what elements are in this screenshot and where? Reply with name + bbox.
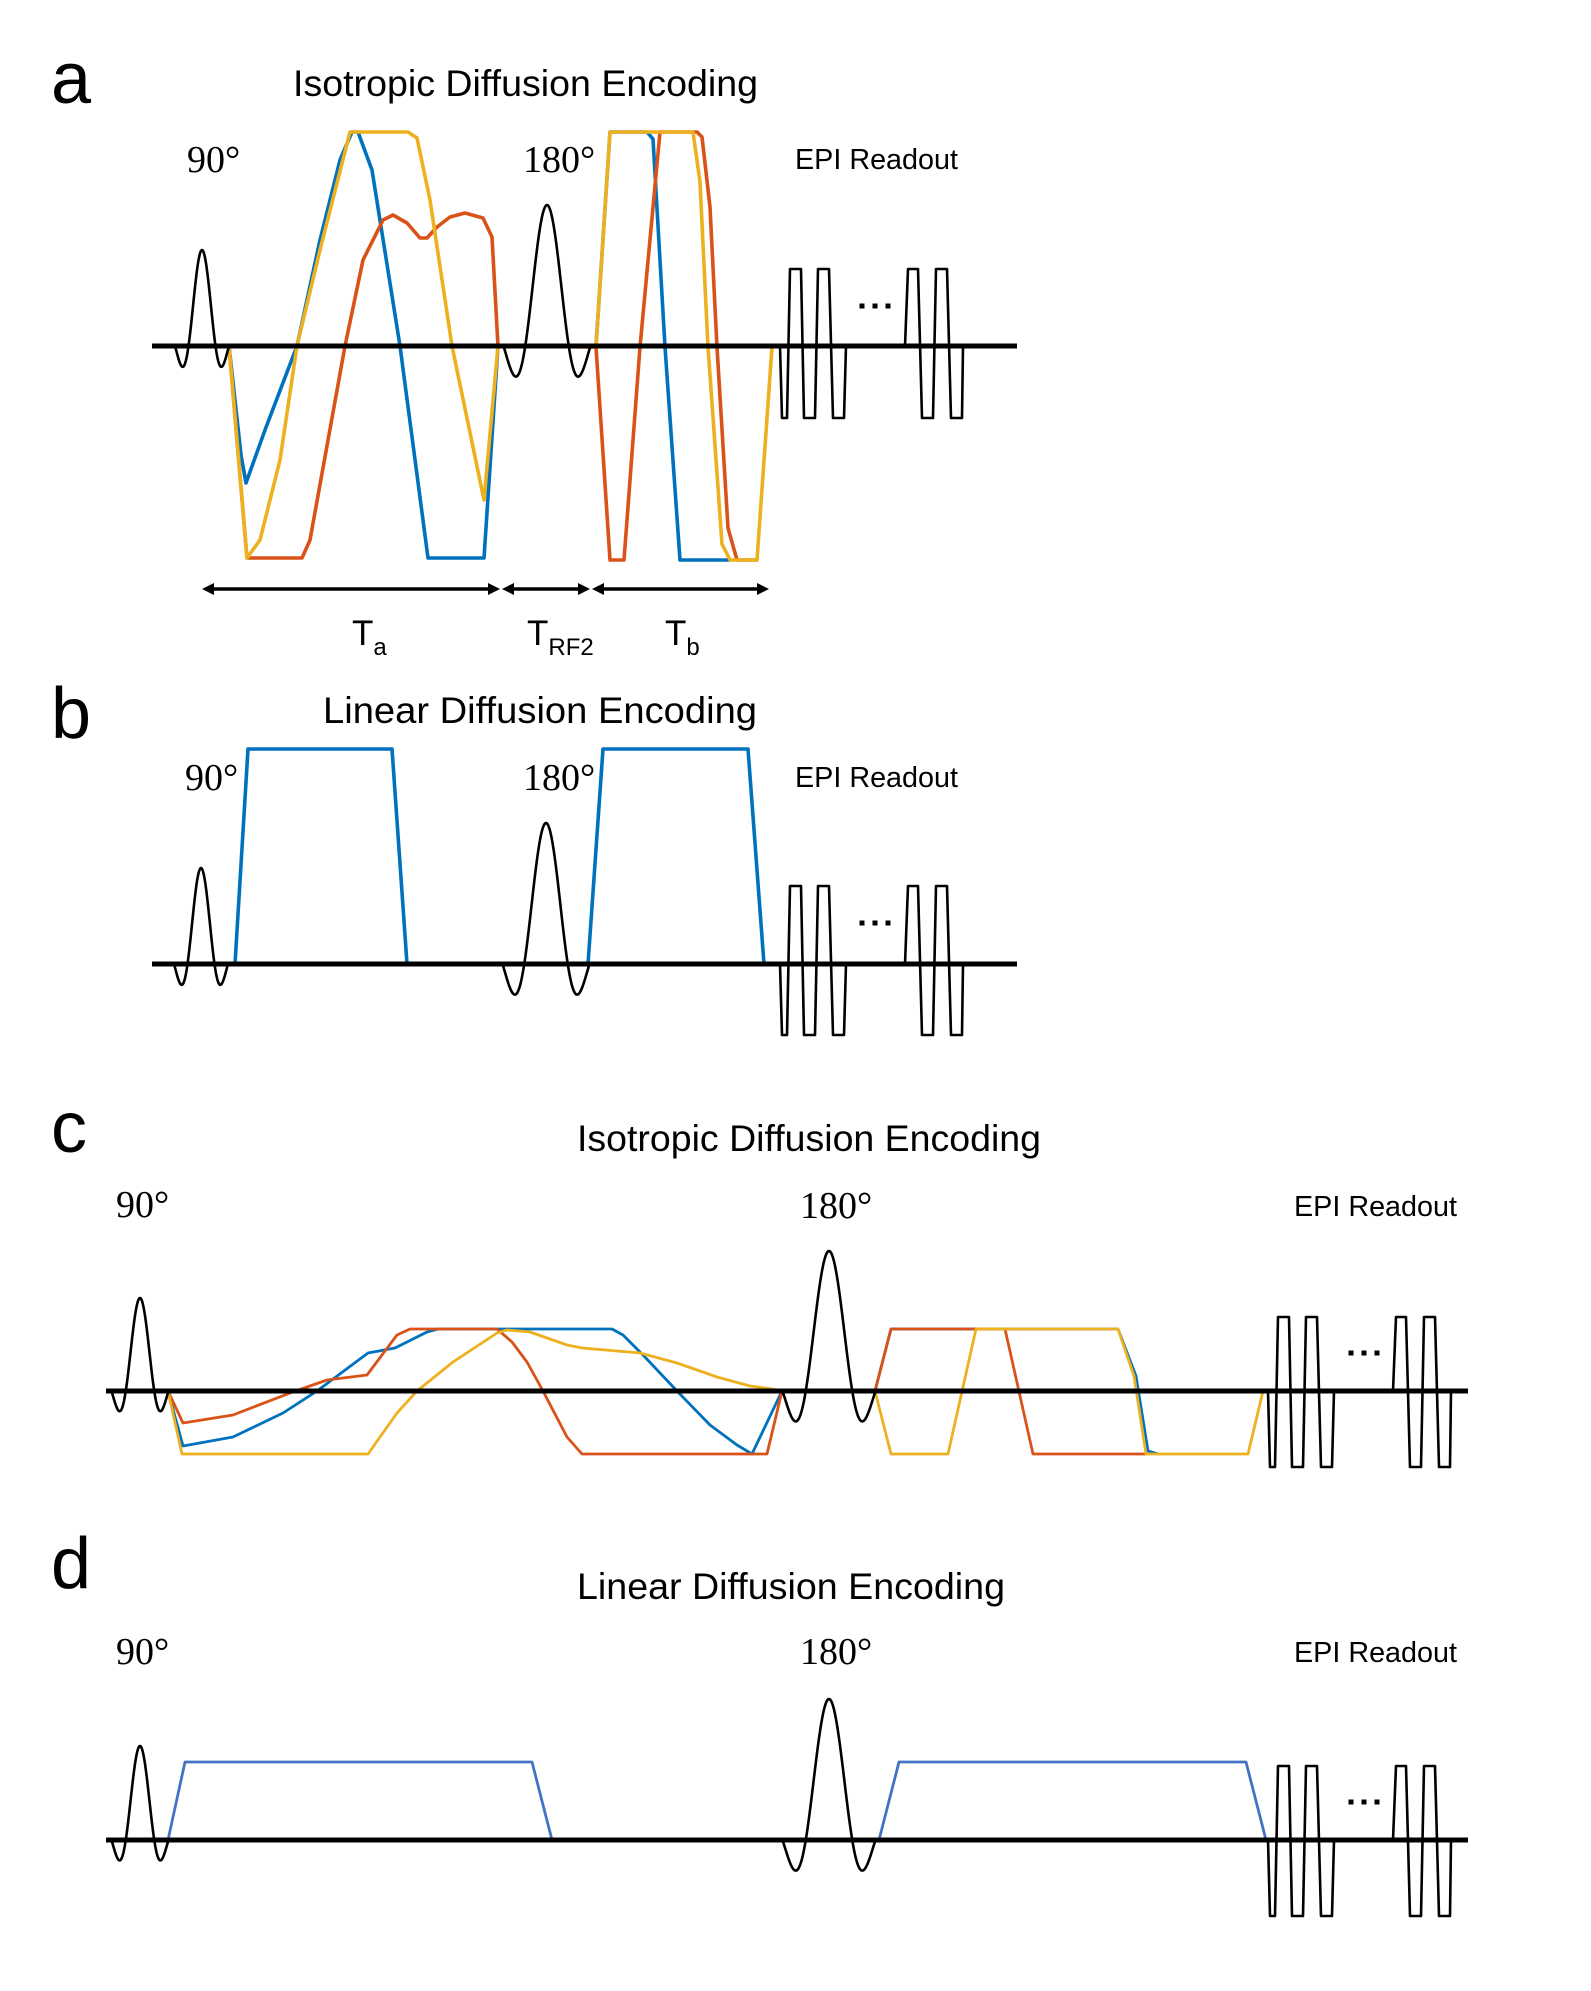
ellipsis-dots [872,920,878,926]
rf-pulse-90 [110,1744,170,1862]
epi-readout-waveform [1391,1764,1453,1918]
rf-pulse-180 [502,203,592,378]
timing-label-tb: Tb [665,614,700,661]
gradient-waveform-z [227,130,774,562]
ellipsis-dots [872,303,878,309]
arrowhead [578,583,590,595]
panel-title: Isotropic Diffusion Encoding [577,1118,1041,1159]
arrowhead [202,583,214,595]
epi-readout-label: EPI Readout [795,762,958,794]
arrowhead [488,583,500,595]
gradient-waveform-y [227,130,759,562]
rf-90-label: 90° [116,1631,169,1673]
rf-180-label: 180° [523,757,595,799]
gradient-waveform-z [166,1327,1265,1456]
arrowhead [757,583,769,595]
ellipsis-dots [885,303,891,309]
ellipsis-dots [859,920,865,926]
panel-title: Linear Diffusion Encoding [577,1566,1005,1607]
panel-title: Linear Diffusion Encoding [323,690,757,731]
gradient-waveform-linear [166,1760,554,1842]
rf-90-label: 90° [187,139,240,181]
panel-a: a Isotropic Diffusion Encoding 90° 180° … [51,39,958,661]
timing-label-ta: Ta [352,614,387,661]
arrowhead [592,583,604,595]
ellipsis-dots [1348,1799,1354,1805]
epi-readout-waveform [1266,1315,1336,1469]
ellipsis-dots [1374,1350,1380,1356]
rf-pulse-90 [172,866,230,987]
gradient-waveform-linear [233,747,409,966]
rf-180-label: 180° [523,139,595,181]
panel-b: b Linear Diffusion Encoding 90° 180° EPI… [51,674,958,799]
rf-pulse-180 [781,1697,877,1872]
panel-letter: c [51,1088,87,1168]
panel-letter: d [51,1524,91,1604]
epi-readout-label: EPI Readout [1294,1637,1457,1669]
rf-90-label: 90° [185,757,238,799]
gradient-waveform-linear [586,747,766,966]
rf-pulse-180 [781,1249,877,1423]
epi-readout-waveform [1266,1764,1336,1918]
panel-title: Isotropic Diffusion Encoding [293,63,758,104]
ellipsis-dots [885,920,891,926]
epi-readout-label: EPI Readout [1294,1191,1457,1223]
ellipsis-dots [1348,1350,1354,1356]
rf-pulse-180 [501,821,591,996]
epi-readout-waveform [1391,1315,1453,1469]
rf-pulse-90 [110,1296,170,1413]
ellipsis-dots [859,303,865,309]
ellipsis-dots [1361,1799,1367,1805]
panel-letter: b [51,674,91,754]
epi-readout-label: EPI Readout [795,144,958,176]
ellipsis-dots [1374,1799,1380,1805]
rf-180-label: 180° [800,1185,872,1227]
epi-readout-waveform [778,884,848,1037]
panel-c: c Isotropic Diffusion Encoding 90° 180° … [51,1088,1457,1227]
rf-pulse-90 [173,248,231,369]
ellipsis-dots [1361,1350,1367,1356]
gradient-waveform-linear [877,1760,1268,1842]
epi-readout-waveform [903,884,965,1037]
rf-180-label: 180° [800,1631,872,1673]
epi-readout-waveform [778,267,848,420]
arrowhead [502,583,514,595]
panel-letter: a [51,39,92,119]
epi-readout-waveform [903,267,965,420]
rf-90-label: 90° [116,1184,169,1226]
panel-d: d Linear Diffusion Encoding 90° 180° EPI… [51,1524,1457,1673]
timing-label-trf2: TRF2 [527,614,594,661]
